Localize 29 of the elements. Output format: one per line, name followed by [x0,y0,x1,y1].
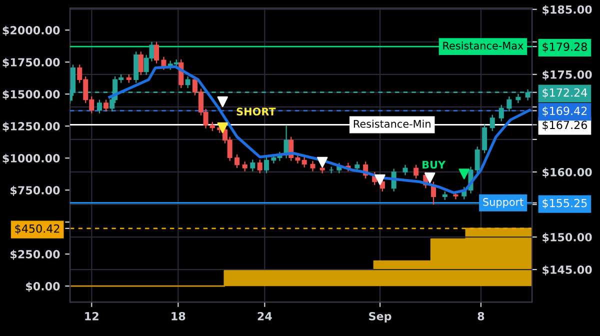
y-tick-label: $0.00 [26,282,60,292]
y-tick-label: $750.00 [10,186,60,196]
y-tick-label: $1750.00 [2,58,60,68]
x-tick-label: Sep [369,312,392,323]
annotation: BUY [422,160,446,169]
y2-tick-label: $167.26 [542,120,587,131]
y2-tick-label: $172.24 [542,88,588,98]
y2-tick-label: $145.00 [542,265,592,276]
y2-tick-label: $150.00 [542,232,592,243]
ref-line-label: Resistance-Max [443,42,524,50]
y2-tick-label: $169.42 [542,106,587,117]
y2-tick-label: $160.00 [542,168,592,178]
ref-line-label: Support [483,198,524,208]
y2-tick-label: $175.00 [542,70,592,80]
x-tick-label: 12 [85,312,98,320]
y2-tick-label: $155.25 [542,198,587,209]
x-tick-label: 24 [258,312,272,320]
x-tick-label: 8 [478,312,484,320]
y-tick-label: $1500.00 [2,90,60,100]
y-tick-label: $2000.00 [2,26,60,36]
annotation: SHORT [236,108,276,116]
y-tick-label: $1000.00 [2,154,60,164]
x-tick-label: 18 [172,312,186,320]
ref-line-label: Resistance-Min [354,120,430,128]
y2-tick-label: $179.28 [542,42,587,52]
y-tick-label: $250.00 [10,250,60,260]
y-tick-label: $450.42 [15,224,60,234]
y2-tick-label: $185.00 [542,5,592,16]
y-tick-label: $1250.00 [2,122,60,132]
